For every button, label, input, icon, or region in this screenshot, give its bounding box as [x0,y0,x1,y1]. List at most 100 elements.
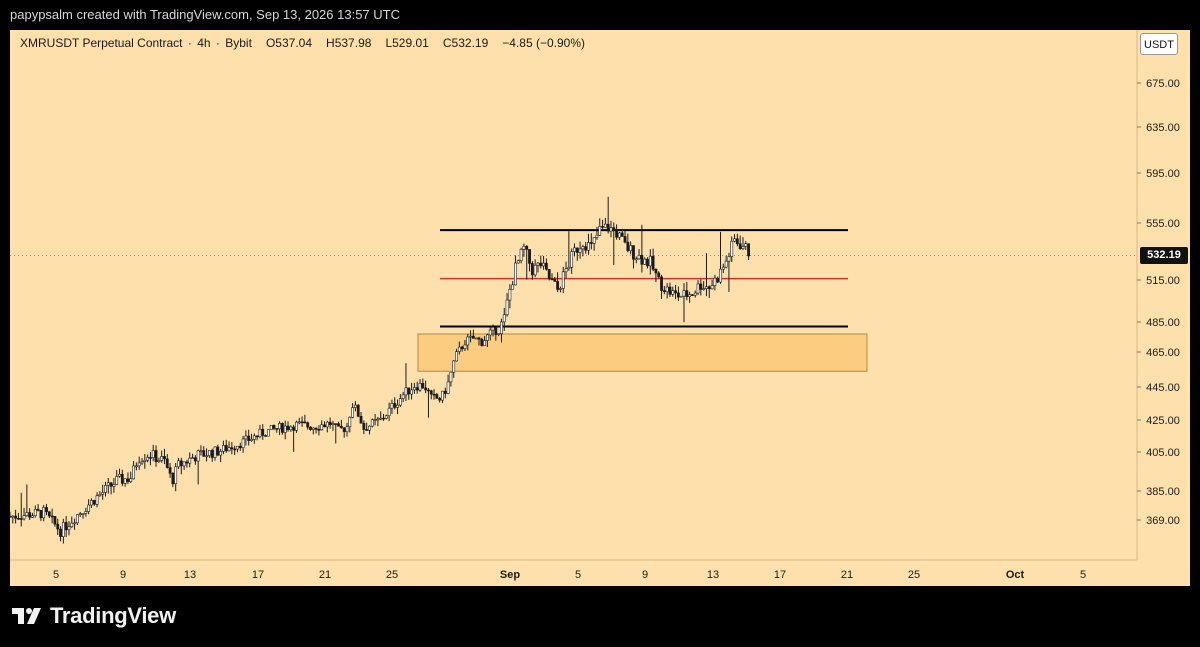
candle-body [227,447,231,452]
candle-body [682,290,686,297]
candle-body [530,263,534,276]
candle-body [118,473,121,477]
candle-body [317,429,321,431]
candle-body [123,478,127,484]
candle-body [213,446,217,458]
candle-body [382,417,385,420]
candle-body [634,258,638,261]
candle-body [137,462,141,467]
candle-body [47,511,51,517]
currency-selector[interactable]: USDT [1140,33,1178,55]
price-tick-label: 385.00 [1146,486,1180,498]
candle-body [705,286,708,289]
candle-body [81,513,85,515]
candle-body [179,460,183,467]
candle-body [744,243,748,247]
time-tick-label: 13 [707,569,719,581]
candle-body [528,249,531,264]
candle-body [404,387,408,396]
candle-body [132,465,135,480]
candle-body [632,245,635,260]
candle-body [410,389,413,395]
candle-body [368,425,371,431]
candle-body [101,492,105,495]
tradingview-logo[interactable]: TradingView [12,601,176,631]
candle-body [160,456,164,461]
candle-body [328,421,332,425]
candle-body [174,466,178,485]
candle-body [115,476,119,485]
candle-body [696,283,700,294]
candle-body [469,335,472,338]
legend-low: L529.01 [385,36,429,50]
candle-body [157,460,161,462]
legend-open: O537.04 [265,36,313,50]
candle-body [466,336,470,346]
price-tick-label: 675.00 [1146,78,1180,90]
candle-body [359,415,363,424]
candle-body [134,465,138,468]
candle-body [727,256,731,262]
candle-body [95,495,99,505]
candle-body [266,429,270,437]
candle-body [292,426,296,431]
candle-body [601,226,604,228]
candle-body [289,426,293,431]
candle-body [384,415,388,419]
candle-body [564,268,568,273]
candle-body [525,245,529,250]
candle-body [505,299,509,316]
candle-body [104,485,107,493]
candle-body [22,515,26,520]
candle-body [351,407,355,418]
candle-body [295,421,298,431]
time-tick-label: 21 [319,569,331,581]
time-tick-label: Oct [1006,569,1025,581]
candle-body [446,381,450,394]
candle-body [457,346,461,352]
current-price-label: 532.19 [1140,247,1188,264]
candle-body [129,478,133,482]
candle-body [421,382,425,389]
candle-body [222,445,225,452]
legend-symbol[interactable]: XMRUSDT Perpetual Contract [20,36,183,50]
candle-body [210,450,214,458]
candle-body [730,240,734,257]
candle-body [598,226,602,236]
candle-body [230,447,234,450]
legend-interval[interactable]: 4h [197,36,211,50]
candle-body [618,232,621,238]
candle-body [679,295,683,298]
candle-body [59,528,62,537]
candle-body [429,390,433,395]
candle-body [514,262,517,286]
chart-area[interactable] [10,30,1190,586]
candle-body [379,417,383,420]
candle-body [70,522,74,528]
candle-body [716,277,720,283]
candle-body [337,423,340,427]
candle-body [589,242,593,244]
candle-body [668,286,672,295]
candle-body [283,425,287,433]
candle-body [98,494,102,497]
candle-body [519,248,523,261]
annotations [417,229,868,372]
candle-body [261,428,265,436]
candle-body [365,429,369,431]
candle-body [272,424,276,429]
candle-body [303,421,307,424]
candle-body [502,314,506,323]
candle-body [84,511,88,514]
candle-body [710,285,714,290]
candle-body [500,321,503,334]
candle-body [126,478,130,482]
credit-text: papypsalm created with TradingView.com, … [10,7,400,22]
time-tick-label: 9 [642,569,648,581]
candle-body [536,262,540,266]
candle-body [224,445,228,452]
candle-body [53,516,57,525]
candle-body [676,292,680,298]
candle-body [516,260,520,264]
